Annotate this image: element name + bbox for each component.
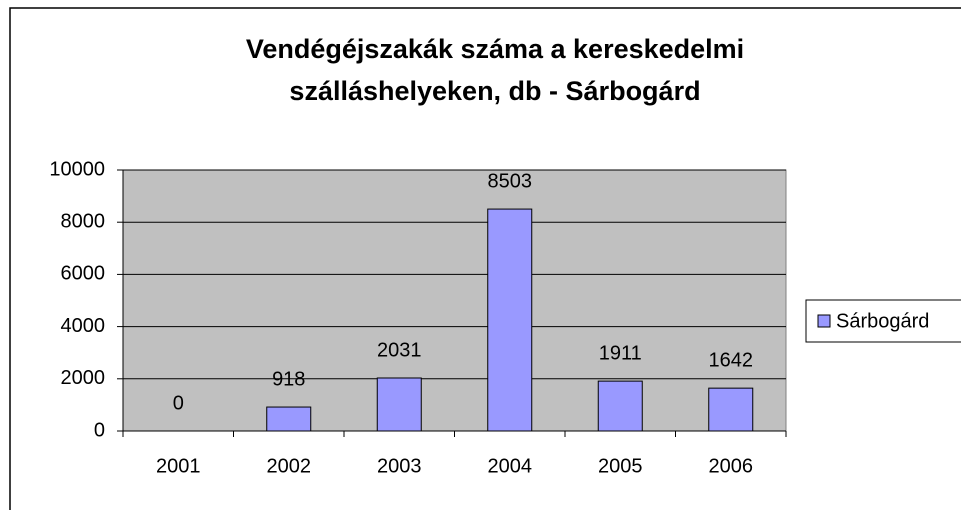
bar: [597, 380, 643, 432]
legend-label: Sárbogárd: [836, 310, 929, 332]
x-tick-label: 2001: [156, 455, 201, 477]
bar: [376, 377, 422, 432]
x-tick-label: 2005: [598, 455, 643, 477]
data-label: 1911: [599, 342, 642, 364]
y-tick-label: 2000: [61, 367, 106, 389]
plot-area: [122, 169, 787, 432]
data-label: 918: [272, 368, 305, 390]
x-tick-label: 2003: [377, 455, 422, 477]
bar: [487, 208, 533, 432]
bar: [266, 406, 312, 432]
data-label: 1642: [709, 349, 754, 371]
y-tick-label: 10000: [49, 158, 105, 180]
legend-swatch: [817, 314, 831, 328]
legend-box: [805, 299, 961, 343]
y-tick-label: 4000: [61, 315, 106, 337]
x-tick-label: 2004: [488, 455, 533, 477]
data-label: 2031: [377, 339, 422, 361]
data-label: 0: [173, 392, 184, 414]
y-tick-label: 8000: [61, 210, 106, 232]
x-tick-label: 2002: [267, 455, 312, 477]
data-label: 8503: [488, 170, 533, 192]
chart-title: Vendégéjszakák száma a kereskedelmi szál…: [245, 34, 745, 106]
bar: [708, 387, 754, 432]
y-tick-label: 6000: [61, 263, 106, 285]
y-tick-label: 0: [94, 419, 105, 441]
x-tick-label: 2006: [709, 455, 754, 477]
